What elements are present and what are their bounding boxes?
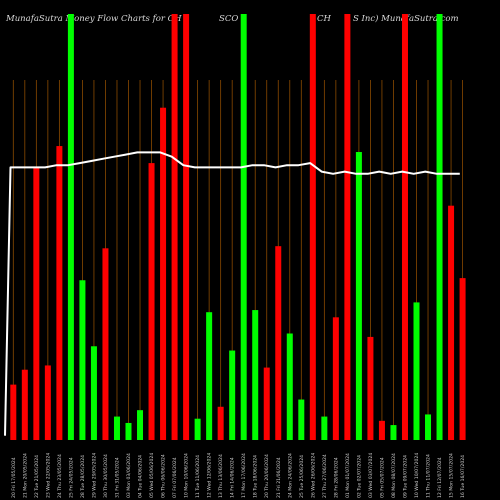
bar xyxy=(56,146,63,440)
x-tick-label: 22 Tue 21/05/2024 xyxy=(34,455,40,498)
x-tick-label: 28 Tue 28/05/2024 xyxy=(80,455,86,498)
x-tick-label: 12 Fri 12/07/2024 xyxy=(437,457,443,498)
bar xyxy=(459,278,466,440)
bar xyxy=(286,333,293,440)
x-tick-label: 05 Fri 05/07/2024 xyxy=(379,457,385,498)
x-tick-label: 14 Fri 14/06/2024 xyxy=(230,457,236,498)
bar xyxy=(183,14,190,440)
bar xyxy=(298,399,305,440)
x-tick-label: 20 Fri 17/05/2024 xyxy=(11,457,17,498)
x-tick-label: 11 Tue 11/06/2024 xyxy=(195,455,201,498)
x-tick-label: 24 Thu 23/05/2024 xyxy=(57,454,63,498)
bar xyxy=(413,302,420,440)
x-tick-label: 21 Mon 20/05/2024 xyxy=(22,453,28,498)
bar xyxy=(67,14,74,440)
x-tick-label: 17 Mon 17/06/2024 xyxy=(241,453,247,498)
bars xyxy=(10,14,466,441)
x-tick-label: 24 Mon 24/06/2024 xyxy=(287,453,293,498)
x-tick-label: 30 Thu 30/05/2024 xyxy=(103,454,109,498)
x-tick-label: 26 Wed 26/06/2024 xyxy=(310,453,316,498)
bar xyxy=(44,365,51,440)
x-tick-label: 27 Thu 27/06/2024 xyxy=(322,454,328,498)
x-tick-label: 31 Fri 31/05/2024 xyxy=(114,457,120,498)
x-tick-label: 29 Wed 29/05/2024 xyxy=(91,453,97,498)
bar xyxy=(194,418,201,440)
x-tick-label: 23 Wed 22/05/2024 xyxy=(45,453,51,498)
bar xyxy=(206,312,213,440)
x-tick-label: 10 Wed 10/07/2024 xyxy=(414,453,420,498)
chart-title-ticker: SCO xyxy=(219,14,239,24)
bar xyxy=(309,14,316,440)
bar xyxy=(275,246,282,440)
bar xyxy=(378,420,385,440)
bar xyxy=(21,369,28,440)
bar xyxy=(367,336,374,440)
x-tick-label: 16 Tue 16/07/2024 xyxy=(460,455,466,498)
bar xyxy=(332,317,339,440)
bar xyxy=(240,14,247,440)
x-tick-label: 13 Thu 13/06/2024 xyxy=(218,454,224,498)
x-axis-labels: 20 Fri 17/05/2024 21 Mon 20/05/2024 22 Tue… xyxy=(11,453,466,498)
x-tick-label: 25 Fri 24/05/2024 xyxy=(68,457,74,498)
x-tick-label: 04 Tue 04/06/2024 xyxy=(138,455,144,498)
x-tick-label: 12 Wed 12/06/2024 xyxy=(207,453,213,498)
bar xyxy=(90,346,97,440)
bar xyxy=(252,310,259,440)
x-tick-label: 06 Thu 06/06/2024 xyxy=(161,454,167,498)
bar xyxy=(125,422,132,440)
bar xyxy=(321,416,328,440)
x-tick-label: 02 Tue 02/07/2024 xyxy=(356,455,362,498)
bar xyxy=(344,14,351,440)
bar xyxy=(229,350,236,440)
x-tick-label: 11 Thu 11/07/2024 xyxy=(426,454,432,498)
x-tick-label: 10 Mon 10/06/2024 xyxy=(184,453,190,498)
x-tick-label: 20 Thu 20/06/2024 xyxy=(264,454,270,498)
x-tick-label: 07 Fri 07/06/2024 xyxy=(172,457,178,498)
bar xyxy=(263,367,270,440)
money-flow-line-path xyxy=(4,151,460,436)
bar xyxy=(148,163,155,440)
bar xyxy=(355,152,362,441)
x-tick-label: 21 Fri 21/06/2024 xyxy=(276,457,282,498)
bar xyxy=(425,414,432,440)
bar xyxy=(160,107,167,440)
x-tick-label: 08 Mon 08/07/2024 xyxy=(391,453,397,498)
bar xyxy=(390,425,397,440)
x-tick-label: 03 Wed 03/07/2024 xyxy=(368,453,374,498)
chart-title: MunafaSutra Money Flow Charts for CH xyxy=(6,14,182,24)
bar xyxy=(113,416,120,440)
bar xyxy=(448,205,455,440)
bar xyxy=(436,14,443,440)
bar xyxy=(10,384,17,440)
x-tick-label: 03 Mon 03/06/2024 xyxy=(126,453,132,498)
x-tick-label: 18 Tue 18/06/2024 xyxy=(253,455,259,498)
bar xyxy=(137,410,144,440)
bar xyxy=(171,14,178,440)
chart-title-name: CH xyxy=(317,14,331,24)
money-flow-line xyxy=(4,151,460,436)
bar xyxy=(79,280,86,440)
x-tick-label: 05 Wed 05/06/2024 xyxy=(149,453,155,498)
x-tick-label: 01 Mon 01/07/2024 xyxy=(345,453,351,498)
bar xyxy=(102,248,109,440)
bar xyxy=(33,167,40,441)
bar xyxy=(217,406,224,440)
x-tick-label: 28 Fri 28/06/2024 xyxy=(333,457,339,498)
x-tick-label: 09 Tue 09/07/2024 xyxy=(402,455,408,498)
x-tick-label: 25 Tue 25/06/2024 xyxy=(299,455,305,498)
x-tick-label: 15 Mon 15/07/2024 xyxy=(449,453,455,498)
bar xyxy=(401,14,408,440)
